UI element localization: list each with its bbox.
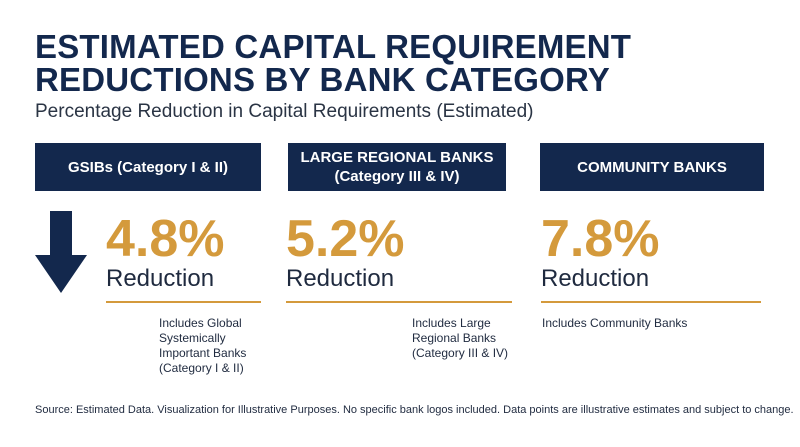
reduction-label-community: Reduction [541,265,650,292]
reduction-label-large-regional: Reduction [286,265,395,292]
chart-subtitle: Percentage Reduction in Capital Requirem… [35,101,534,122]
chart-title: ESTIMATED CAPITAL REQUIREMENT REDUCTIONS… [35,28,632,98]
value-label-gsibs: 4.8% [106,210,225,268]
category-header-gsibs: GSIBs (Category I & II) [35,143,261,191]
down-arrow-icon [35,211,87,293]
value-label-community: 7.8% [541,210,660,268]
divider-community [541,301,761,303]
category-header-large-regional-text: LARGE REGIONAL BANKS (Category III & IV) [300,149,494,185]
note-large-regional: Includes Large Regional Banks (Category … [412,316,509,360]
source-footnote: Source: Estimated Data. Visualization fo… [35,404,794,416]
reduction-label-gsibs: Reduction [106,265,215,292]
category-header-large-regional: LARGE REGIONAL BANKS (Category III & IV) [288,143,506,191]
divider-gsibs [106,301,261,303]
note-gsibs: Includes Global Systemically Important B… [159,316,247,375]
category-header-community: COMMUNITY BANKS [540,143,764,191]
note-community: Includes Community Banks [542,316,688,330]
divider-large-regional [286,301,512,303]
value-label-large-regional: 5.2% [286,210,405,268]
